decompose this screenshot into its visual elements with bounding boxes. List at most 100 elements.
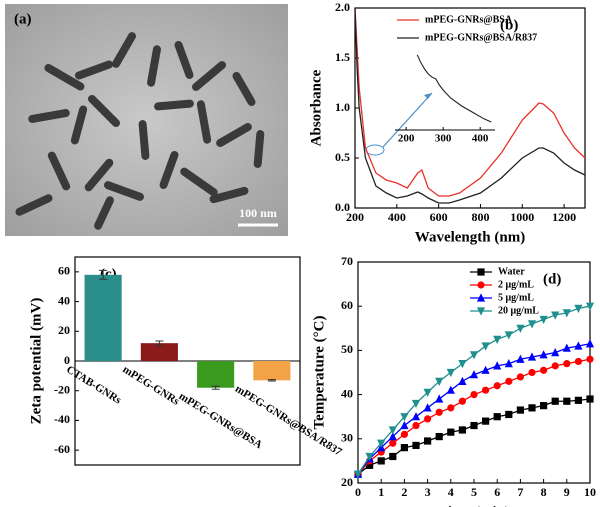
- x-tick-label: 400: [388, 210, 406, 224]
- x-tick-label: 6: [494, 485, 500, 499]
- x-tick-label: 3: [425, 485, 431, 499]
- marker: [516, 373, 525, 381]
- panel-label: (d): [543, 271, 561, 287]
- marker: [574, 341, 583, 350]
- y-tick-label: -40: [54, 412, 70, 426]
- marker: [423, 388, 432, 397]
- marker: [493, 335, 502, 344]
- error-bar: [211, 385, 220, 390]
- marker: [423, 403, 432, 412]
- y-tick-label: 0.0: [335, 200, 350, 214]
- legend-label: Water: [498, 266, 525, 277]
- tem-image: (a) 100 nm: [5, 4, 288, 236]
- category-label: CTAB-GNRs: [64, 364, 124, 407]
- marker: [424, 437, 432, 445]
- marker: [353, 470, 363, 479]
- marker: [493, 361, 502, 370]
- marker: [400, 444, 408, 452]
- y-tick-label: 40: [58, 293, 70, 307]
- marker: [476, 307, 486, 316]
- x-tick-label: 8: [541, 485, 547, 499]
- marker: [388, 431, 397, 441]
- marker: [562, 343, 571, 352]
- inset-line: [416, 54, 492, 123]
- marker: [505, 377, 513, 385]
- marker: [585, 339, 595, 348]
- y-tick-label: -20: [54, 382, 70, 396]
- marker: [574, 304, 583, 314]
- legend-label: mPEG-GNRs@BSA: [425, 14, 513, 25]
- x-tick-label: 9: [564, 485, 570, 499]
- marker: [477, 268, 485, 276]
- y-tick-label: -60: [54, 442, 70, 456]
- marker: [563, 397, 571, 405]
- legend-label: 20 μg/mL: [498, 305, 539, 316]
- x-tick-label: 800: [471, 210, 489, 224]
- x-tick-label: 5: [471, 485, 477, 499]
- y-tick-label: 2.0: [335, 0, 350, 14]
- marker: [400, 430, 408, 438]
- marker: [574, 357, 583, 366]
- marker: [562, 309, 571, 318]
- marker: [458, 426, 466, 434]
- y-tick-label: 70: [341, 254, 353, 268]
- inset-pointer: [365, 92, 433, 156]
- bar: [140, 343, 178, 361]
- marker: [389, 439, 397, 447]
- marker: [504, 331, 513, 340]
- x-tick-label: 600: [430, 210, 448, 224]
- bar: [84, 274, 122, 361]
- x-tick-label: 7: [517, 485, 523, 499]
- marker: [469, 370, 479, 379]
- error-bar: [99, 269, 108, 280]
- marker: [574, 396, 582, 404]
- marker: [505, 410, 513, 419]
- legend-label: 5 μg/mL: [498, 292, 534, 303]
- marker: [477, 281, 485, 289]
- error-bar: [267, 379, 276, 382]
- marker: [586, 395, 594, 403]
- marker: [435, 408, 443, 416]
- category-label: mPEG-GNRs: [120, 364, 181, 409]
- x-tick-label: 0: [355, 485, 361, 499]
- marker: [389, 452, 397, 461]
- y-tick-label: 60: [58, 264, 70, 278]
- y-axis-title: Zeta potential (mV): [28, 298, 44, 425]
- marker: [411, 412, 421, 421]
- marker: [551, 362, 559, 370]
- marker: [539, 350, 548, 359]
- x-axis-title: Wavelength (nm): [415, 229, 525, 245]
- marker: [424, 415, 432, 423]
- x-tick-label: 10: [584, 485, 596, 499]
- marker: [504, 359, 513, 368]
- legend-label: mPEG-GNRs@BSA/R837: [425, 32, 537, 43]
- bar: [253, 361, 291, 381]
- x-tick-label: 1000: [510, 210, 534, 224]
- inset-x-tick-label: 400: [472, 133, 489, 145]
- marker: [540, 402, 548, 410]
- y-tick-label: 40: [341, 386, 353, 400]
- y-tick-label: 0.5: [335, 150, 350, 164]
- marker: [411, 399, 421, 409]
- marker: [377, 457, 385, 465]
- marker: [528, 404, 536, 412]
- marker: [527, 320, 537, 329]
- marker: [377, 439, 386, 448]
- series-line: [357, 305, 591, 475]
- x-axis-title: Time (min): [438, 504, 510, 507]
- x-tick-label: 1: [378, 485, 384, 499]
- marker: [458, 360, 467, 369]
- marker: [551, 311, 560, 320]
- marker: [447, 404, 455, 412]
- x-tick-label: 2: [401, 485, 407, 499]
- marker: [493, 382, 501, 390]
- marker: [516, 354, 525, 363]
- marker: [435, 394, 444, 403]
- x-tick-label: 200: [346, 210, 364, 224]
- zoom-arrow: [382, 92, 433, 148]
- y-tick-label: 60: [341, 298, 353, 312]
- y-tick-label: 20: [58, 323, 70, 337]
- series-line: [354, 7, 586, 204]
- marker: [527, 352, 537, 361]
